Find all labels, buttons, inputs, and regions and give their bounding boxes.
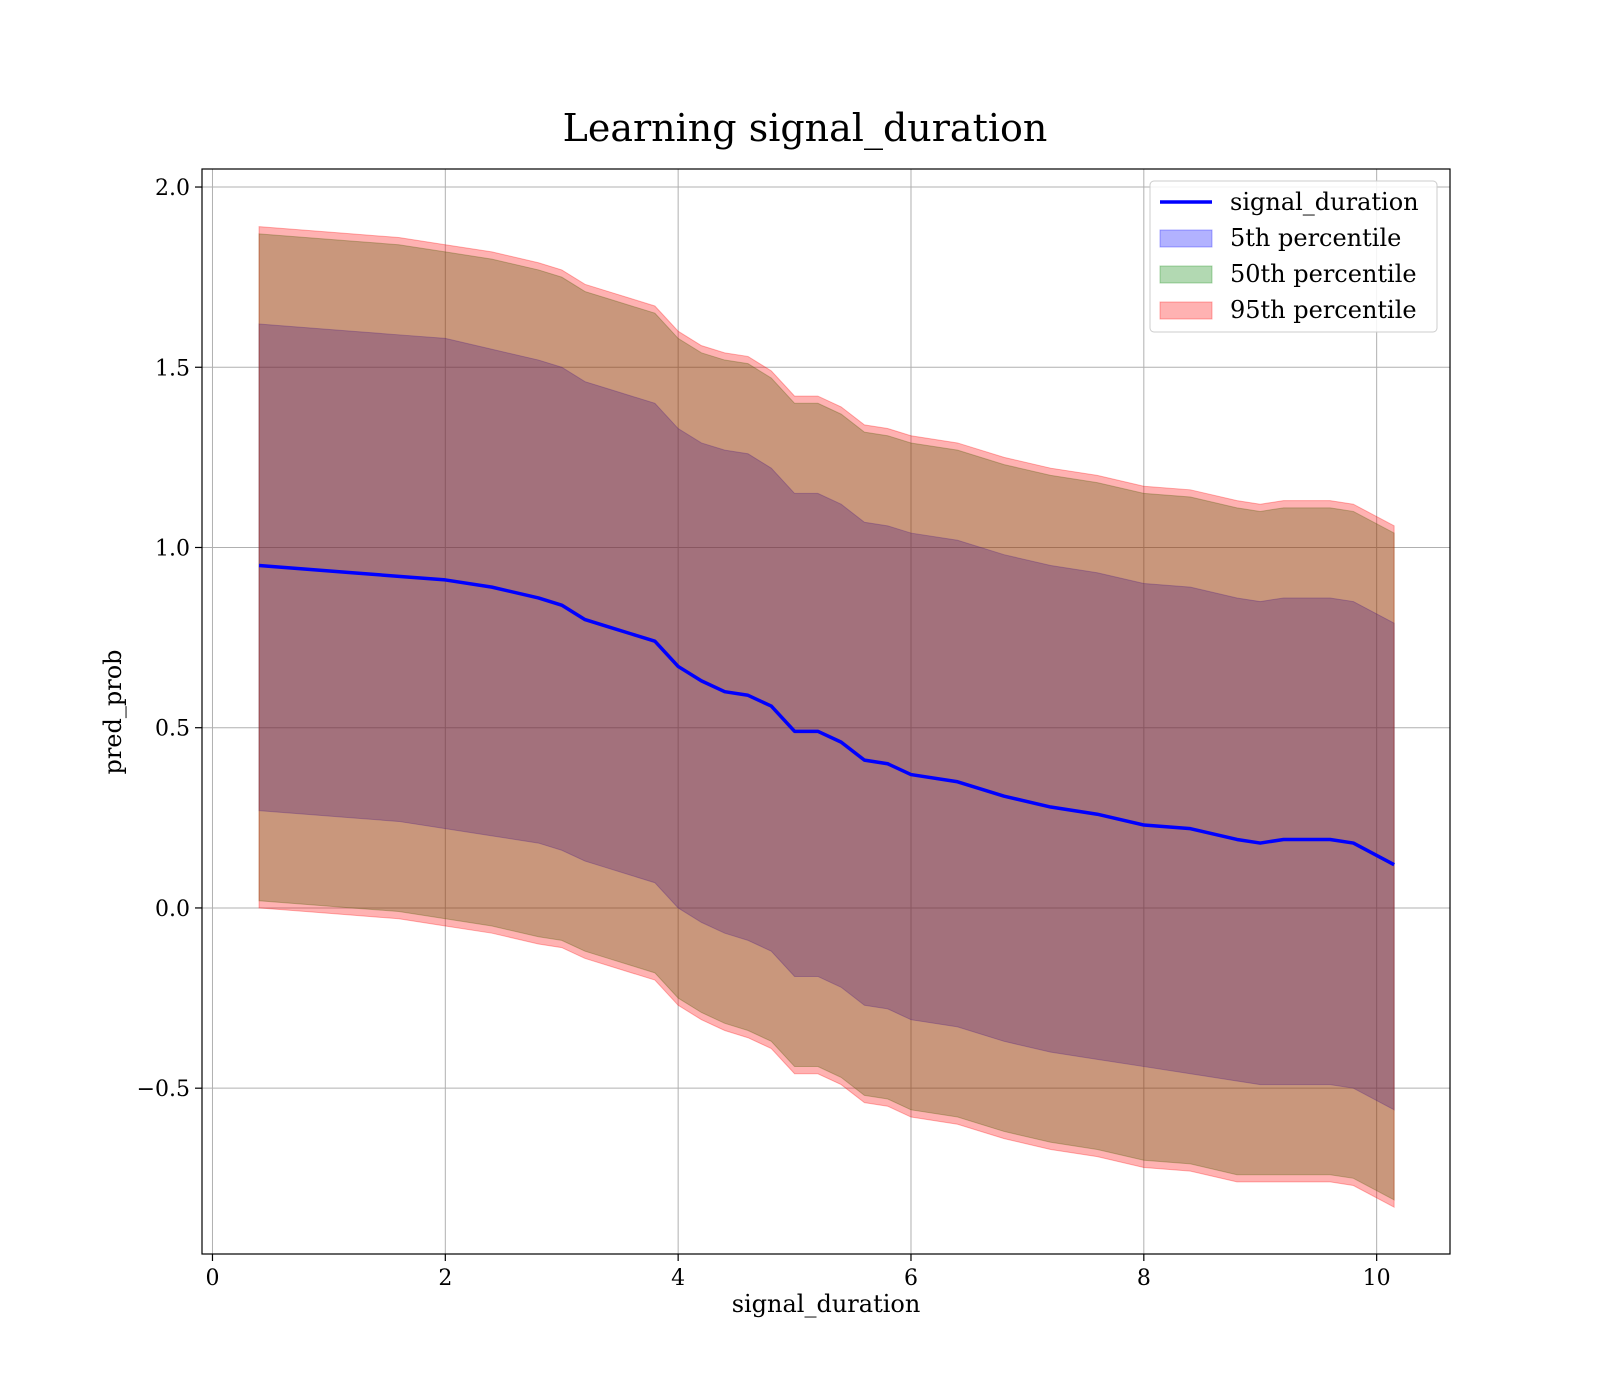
plot-area (202, 169, 1450, 1254)
x-tick-label: 8 (1137, 1266, 1151, 1291)
x-tick-label: 10 (1363, 1266, 1391, 1291)
legend-swatch (1159, 229, 1213, 248)
legend-swatch (1159, 265, 1213, 284)
y-tick-label: −0.5 (137, 1077, 190, 1102)
x-tick-label: 6 (904, 1266, 918, 1291)
x-tick-label: 2 (438, 1266, 452, 1291)
x-axis-ticks: 0 2 4 6 8 10 (205, 1254, 1391, 1291)
plot-frame (201, 168, 1451, 1255)
legend-label: 5th percentile (1230, 224, 1401, 252)
legend-swatch (1159, 301, 1213, 320)
5th-percentile-band (258, 323, 1395, 1111)
signal-duration-line-group (258, 563, 1395, 867)
x-tick-label: 4 (671, 1266, 685, 1291)
legend-box (1149, 180, 1438, 333)
legend-label: 50th percentile (1230, 260, 1417, 288)
x-tick-label: 0 (205, 1266, 219, 1291)
y-tick-label: 1.5 (155, 356, 190, 381)
chart-title: Learning signal_duration (563, 106, 1048, 151)
y-tick-label: 1.0 (155, 536, 190, 561)
95th-percentile-band (258, 226, 1395, 1208)
y-axis-label: pred_prob (99, 649, 127, 774)
legend-label: 95th percentile (1230, 296, 1417, 324)
y-tick-label: 0.5 (155, 717, 190, 742)
y-axis-ticks: −0.5 0.0 0.5 1.0 1.5 2.0 (137, 176, 202, 1102)
50th-percentile-band (258, 233, 1395, 1201)
y-tick-label: 2.0 (155, 176, 190, 201)
y-tick-label: 0.0 (155, 897, 190, 922)
x-axis-label: signal_duration (732, 1290, 921, 1318)
gridlines (202, 169, 1450, 1254)
signal-duration-line (258, 563, 1395, 867)
legend-label: signal_duration (1230, 188, 1419, 216)
legend: signal_duration 5th percentile 50th percen… (1149, 180, 1438, 333)
percentile-bands (258, 226, 1395, 1208)
